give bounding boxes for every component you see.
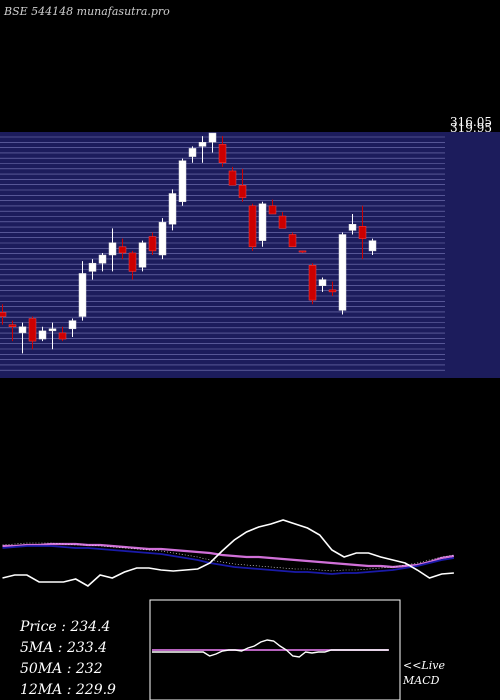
candle <box>58 326 67 342</box>
candle <box>258 201 267 247</box>
stat-5ma: 5MA : 233.4 <box>20 640 107 656</box>
candle-body <box>328 289 337 293</box>
candle <box>168 189 177 231</box>
candle <box>338 232 347 315</box>
candle <box>28 316 37 350</box>
candle-body <box>98 254 107 264</box>
candle-body <box>118 246 127 254</box>
candle <box>248 203 257 251</box>
ma-line-white <box>2 519 454 587</box>
candle <box>218 136 227 167</box>
candle-body <box>138 242 147 268</box>
candle-body <box>368 240 377 252</box>
candle <box>228 166 237 186</box>
ma-line-blue <box>2 545 455 575</box>
ma-line-dotted <box>2 542 454 572</box>
candle <box>268 199 277 215</box>
candle <box>128 250 137 280</box>
candle-body <box>38 330 47 340</box>
candle <box>88 259 97 280</box>
candle <box>148 232 157 255</box>
candle <box>288 232 297 248</box>
candle-body <box>128 252 137 272</box>
candle-body <box>108 242 117 256</box>
ma-line-magenta <box>2 542 455 569</box>
candle <box>368 238 377 255</box>
candle-body <box>288 234 297 248</box>
candle <box>138 240 147 272</box>
candle <box>308 263 317 305</box>
candle-body <box>308 265 317 301</box>
macd-label: MACD <box>402 674 440 687</box>
candle <box>68 318 77 337</box>
candle-body <box>188 148 197 157</box>
macd-live-label: <<Live <box>403 659 445 672</box>
chart-title: BSE 544148 munafasutra.pro <box>3 5 170 18</box>
candle <box>98 252 107 272</box>
candle-body <box>168 193 177 225</box>
price-panel <box>0 132 500 378</box>
candle-body <box>88 262 97 272</box>
candle <box>348 214 357 235</box>
candle-body <box>28 318 37 342</box>
candle-body <box>338 234 347 311</box>
candle <box>8 320 17 342</box>
candle-body <box>178 160 187 202</box>
candle-body <box>58 332 67 340</box>
candle <box>78 261 87 321</box>
candle-body <box>48 328 57 332</box>
candle <box>238 168 247 202</box>
candle-body <box>18 326 27 334</box>
candle <box>48 322 57 350</box>
candle <box>158 218 167 260</box>
candle <box>328 281 337 296</box>
candle-body <box>268 205 277 215</box>
candle-body <box>208 132 217 143</box>
candle-body <box>218 144 227 164</box>
candle <box>358 205 367 260</box>
stat-price: Price : 234.4 <box>19 619 110 635</box>
candle-body <box>228 170 237 186</box>
candle <box>0 304 7 325</box>
candle-body <box>68 320 77 330</box>
candle <box>188 146 197 163</box>
candle-body <box>158 221 167 256</box>
candle-body <box>238 185 247 198</box>
candle <box>18 322 27 354</box>
macd-lines <box>152 639 389 658</box>
candle-body <box>348 224 357 231</box>
candle <box>118 238 127 260</box>
stat-50ma: 50MA : 232 <box>20 661 103 677</box>
candle <box>38 326 47 342</box>
candle-body <box>358 226 367 239</box>
candle-body <box>148 236 157 252</box>
candle <box>208 132 217 153</box>
candle-body <box>0 312 7 317</box>
candle <box>298 250 307 253</box>
candle-body <box>318 279 327 287</box>
candle-body <box>258 203 267 241</box>
candle-body <box>298 250 307 253</box>
candle <box>318 277 327 292</box>
candle-body <box>248 205 257 248</box>
candle <box>278 211 287 229</box>
macd-line <box>152 639 389 658</box>
candlestick-series <box>0 132 377 354</box>
candle <box>108 228 117 272</box>
price-axis-top-label-2: 319.95 <box>450 121 492 135</box>
price-axis-top-label: 316.05 <box>450 115 492 129</box>
moving-average-lines <box>2 519 455 587</box>
candle-body <box>8 324 17 328</box>
price-gridlines <box>0 136 445 371</box>
candle-body <box>278 215 287 229</box>
candle <box>178 158 187 206</box>
candle-body <box>78 273 87 317</box>
stat-12ma: 12MA : 229.9 <box>20 682 116 698</box>
candle <box>198 136 207 163</box>
candle-body <box>198 142 207 147</box>
